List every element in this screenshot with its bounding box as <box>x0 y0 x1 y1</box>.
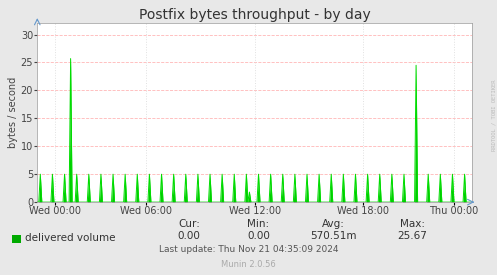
Text: 0.00: 0.00 <box>247 231 270 241</box>
Text: Min:: Min: <box>248 219 269 229</box>
Text: 0.00: 0.00 <box>177 231 200 241</box>
Text: 25.67: 25.67 <box>398 231 427 241</box>
Text: Cur:: Cur: <box>178 219 200 229</box>
Text: 570.51m: 570.51m <box>310 231 356 241</box>
Y-axis label: bytes / second: bytes / second <box>8 77 18 148</box>
Text: RRDTOOL / TOBI OETIKER: RRDTOOL / TOBI OETIKER <box>491 80 496 151</box>
Text: Max:: Max: <box>400 219 425 229</box>
Text: Last update: Thu Nov 21 04:35:09 2024: Last update: Thu Nov 21 04:35:09 2024 <box>159 246 338 254</box>
Text: delivered volume: delivered volume <box>25 233 115 243</box>
Text: Munin 2.0.56: Munin 2.0.56 <box>221 260 276 269</box>
Text: Avg:: Avg: <box>322 219 344 229</box>
Title: Postfix bytes throughput - by day: Postfix bytes throughput - by day <box>139 8 371 22</box>
